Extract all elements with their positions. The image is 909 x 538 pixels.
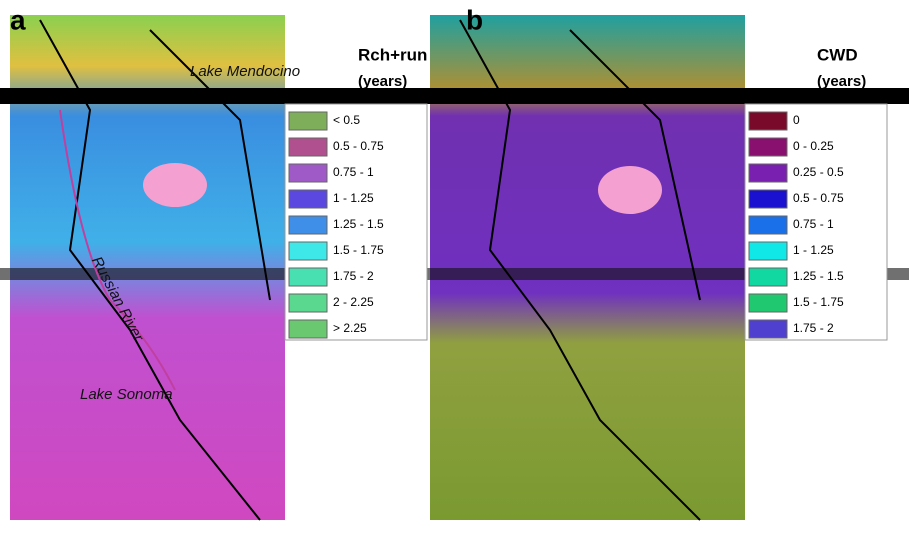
legend-swatch (289, 242, 327, 260)
legend-swatch (749, 190, 787, 208)
legend-label: 1.5 - 1.75 (793, 295, 844, 309)
map-label: Lake Sonoma (80, 386, 173, 403)
legend-title: CWD (817, 45, 858, 64)
legend-label: 0 - 0.25 (793, 139, 834, 153)
legend-swatch (289, 138, 327, 156)
legend-swatch (289, 320, 327, 338)
legend-swatch (289, 190, 327, 208)
legend-swatch (289, 294, 327, 312)
legend-unit: (years) (817, 73, 866, 90)
legend-label: 1.5 - 1.75 (333, 243, 384, 257)
legend-unit: (years) (358, 73, 407, 90)
legend-swatch (289, 268, 327, 286)
legend-label: 0.75 - 1 (333, 165, 374, 179)
legend-label: 1.75 - 2 (333, 269, 374, 283)
legend-label: 1 - 1.25 (333, 191, 374, 205)
legend-swatch (749, 242, 787, 260)
legend-label: 0.5 - 0.75 (333, 139, 384, 153)
legend-label: < 0.5 (333, 113, 360, 127)
legend-swatch (749, 320, 787, 338)
legend-swatch (289, 164, 327, 182)
legend-swatch (749, 138, 787, 156)
panel-letter: a (10, 4, 26, 35)
legend-label: 1.75 - 2 (793, 321, 834, 335)
legend-swatch (289, 216, 327, 234)
lake (598, 166, 662, 214)
legend-title: Rch+run (358, 45, 427, 64)
legend-label: 1.25 - 1.5 (793, 269, 844, 283)
legend-label: 0.5 - 0.75 (793, 191, 844, 205)
legend-swatch (749, 112, 787, 130)
legend-label: 1.25 - 1.5 (333, 217, 384, 231)
legend-label: 0.25 - 0.5 (793, 165, 844, 179)
legend-swatch (749, 294, 787, 312)
lake (143, 163, 207, 207)
legend-swatch (749, 268, 787, 286)
legend-swatch (289, 112, 327, 130)
legend-label: 0.75 - 1 (793, 217, 834, 231)
map-label: Lake Mendocino (190, 63, 300, 80)
legend-label: 2 - 2.25 (333, 295, 374, 309)
legend-label: 1 - 1.25 (793, 243, 834, 257)
legend-label: 0 (793, 113, 800, 127)
legend-swatch (749, 164, 787, 182)
legend-label: > 2.25 (333, 321, 367, 335)
legend-swatch (749, 216, 787, 234)
panel-letter: b (466, 4, 483, 35)
band (0, 88, 909, 104)
figure: a Rch+run (years) < 0.5 0.5 - 0.75 0.75 - 1 1 … (0, 0, 909, 538)
